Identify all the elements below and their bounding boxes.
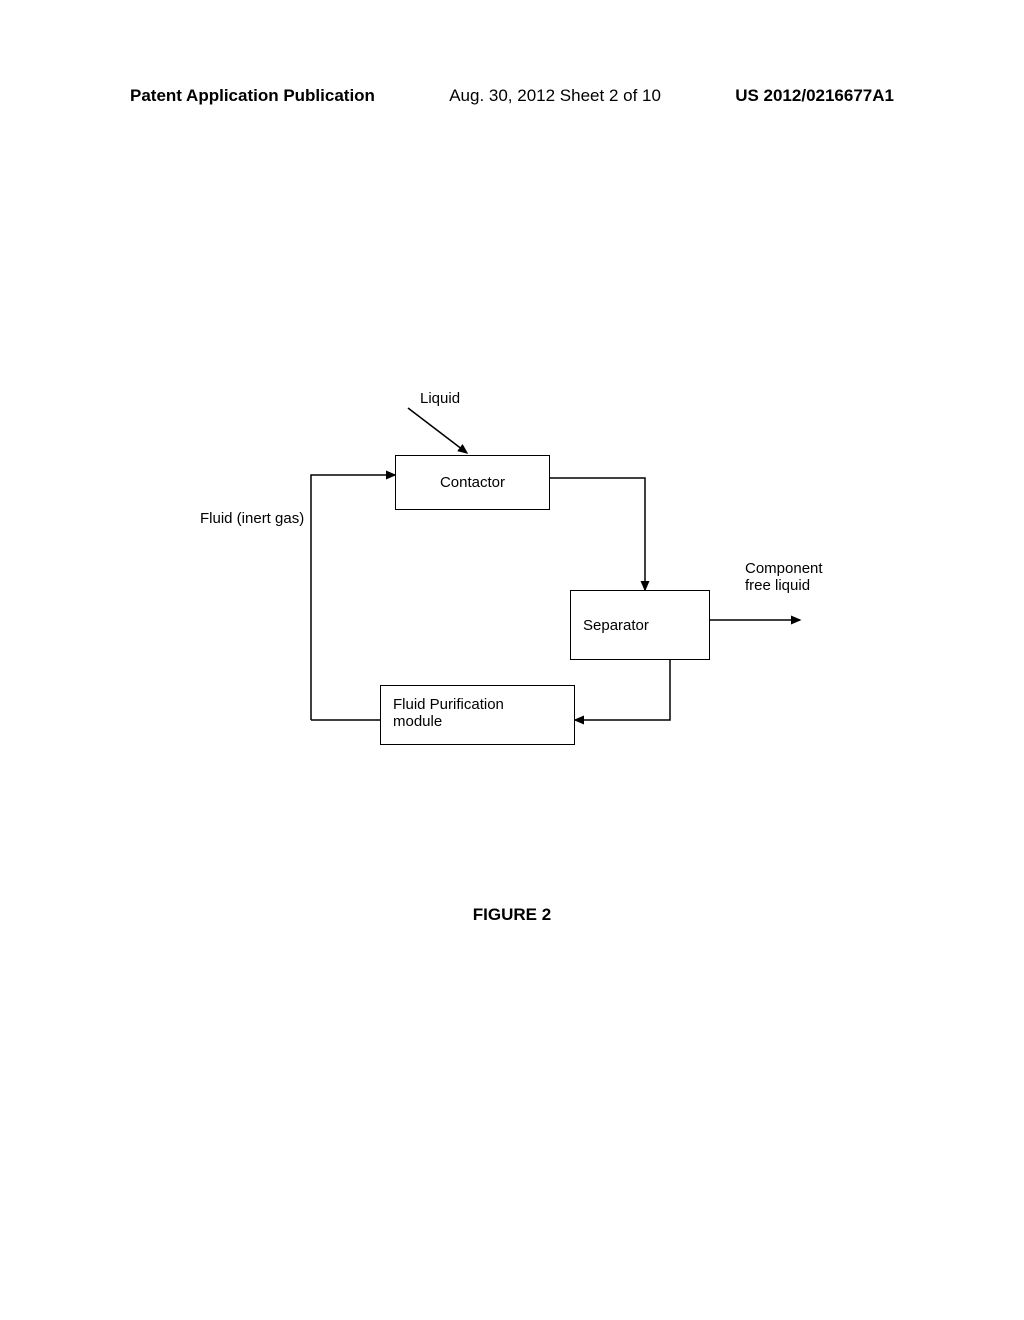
separator-box: Separator: [570, 590, 710, 660]
fluid-inert-gas-label: Fluid (inert gas): [200, 510, 304, 527]
separator-text: Separator: [583, 617, 649, 634]
edge-loop-to-contactor: [311, 475, 395, 720]
header-right-text: US 2012/0216677A1: [735, 86, 894, 106]
header-center-text: Aug. 30, 2012 Sheet 2 of 10: [449, 86, 661, 106]
contactor-box: Contactor: [395, 455, 550, 510]
figure-caption: FIGURE 2: [0, 905, 1024, 925]
contactor-text: Contactor: [440, 474, 505, 491]
purification-text-line2: module: [393, 713, 562, 730]
edge-liquid-to-contactor: [408, 408, 467, 453]
page-header: Patent Application Publication Aug. 30, …: [0, 86, 1024, 106]
edge-separator-to-purification: [575, 660, 670, 720]
edge-contactor-to-separator: [550, 478, 645, 590]
flowchart-diagram: Liquid Fluid (inert gas) Contactor Separ…: [0, 380, 1024, 880]
header-left-text: Patent Application Publication: [130, 86, 375, 106]
purification-box: Fluid Purification module: [380, 685, 575, 745]
component-text-line2: free liquid: [745, 577, 823, 594]
liquid-label: Liquid: [420, 390, 460, 407]
purification-text-line1: Fluid Purification: [393, 696, 562, 713]
component-text-line1: Component: [745, 560, 823, 577]
component-free-liquid-label: Component free liquid: [745, 560, 823, 594]
